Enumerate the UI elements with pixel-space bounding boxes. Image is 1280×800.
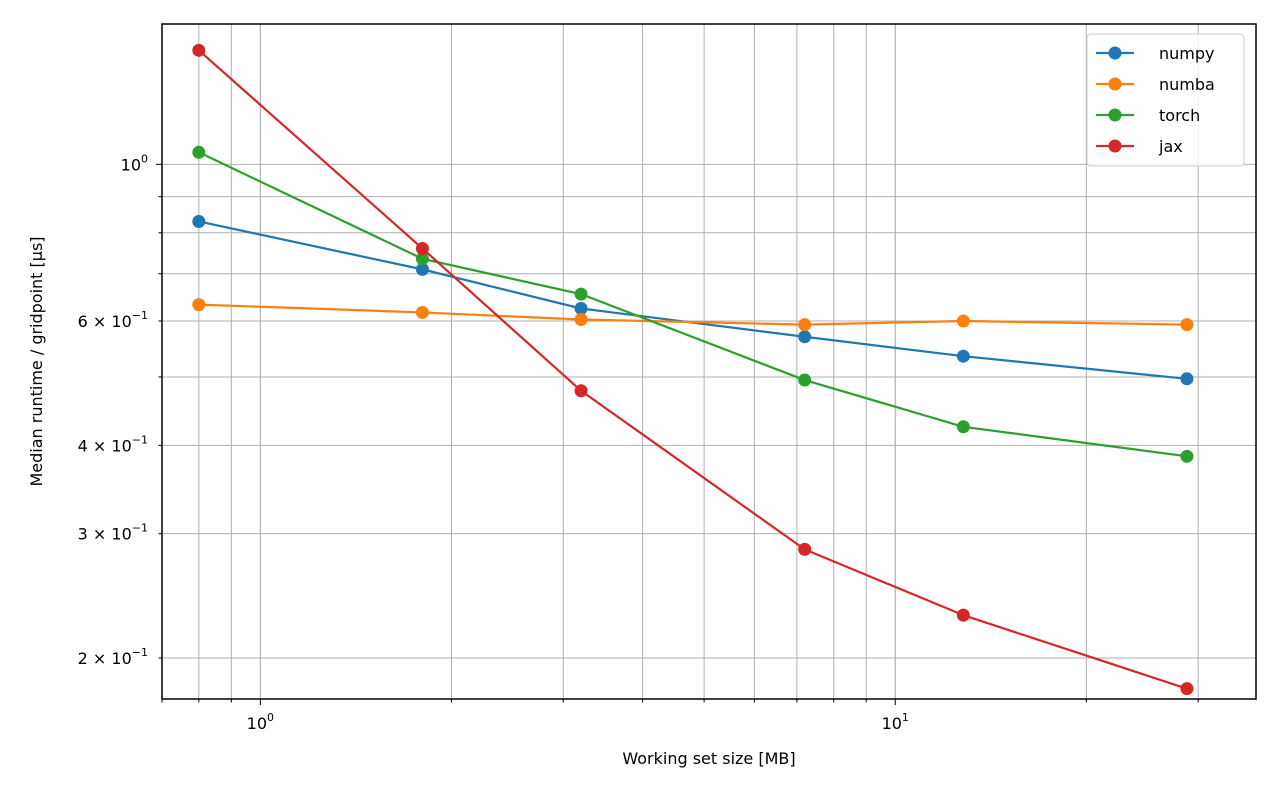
torch-point [574, 287, 588, 301]
series-lines [192, 43, 1194, 696]
numba-point [192, 298, 206, 312]
y-tick-label: 4 × 10−1 [78, 433, 148, 455]
torch-point [415, 252, 429, 266]
y-axis-label: Median runtime / gridpoint [µs] [27, 236, 46, 486]
jax-point [574, 384, 588, 398]
y-tick-label: 3 × 10−1 [78, 522, 148, 544]
jax-point [415, 242, 429, 256]
legend-marker [1108, 108, 1122, 122]
x-tick-label: 100 [247, 711, 274, 733]
y-tick-label: 100 [121, 152, 148, 174]
numpy-point [1180, 372, 1194, 386]
legend: numpy numba torch jax [1086, 33, 1245, 167]
numba-point [415, 305, 429, 319]
legend-item-torch: torch [1096, 106, 1200, 125]
legend-item-numpy: numpy [1096, 44, 1215, 63]
legend-item-jax: jax [1096, 137, 1183, 156]
y-tick-label: 6 × 10−1 [78, 309, 148, 331]
jax-point [1180, 682, 1194, 696]
numba-line [198, 303, 1187, 326]
series-jax [192, 43, 1194, 696]
legend-label: numpy [1159, 44, 1215, 63]
torch-point [1180, 449, 1194, 463]
numba-point [798, 318, 812, 332]
x-axis-label: Working set size [MB] [622, 749, 795, 768]
y-tick-label: 2 × 10−1 [78, 646, 148, 668]
numpy-point [574, 302, 588, 316]
axis-ticks: 100 101 100 6 × 10−1 4 × 10−1 3 × 10−1 2 × 10−… [78, 152, 1199, 733]
numba-point [1180, 318, 1194, 332]
numpy-point [192, 214, 206, 228]
grid [161, 24, 1256, 699]
numpy-point [415, 262, 429, 276]
legend-marker [1108, 46, 1122, 60]
numpy-point [798, 330, 812, 344]
plot-frame [161, 23, 1257, 700]
numba-point [956, 314, 970, 328]
torch-point [956, 420, 970, 434]
series-numba [192, 298, 1194, 332]
legend-label: jax [1158, 137, 1183, 156]
x-tick-label: 101 [882, 711, 909, 733]
legend-label: numba [1159, 75, 1215, 94]
torch-point [192, 145, 206, 159]
jax-point [956, 608, 970, 622]
jax-line [198, 49, 1188, 690]
torch-point [798, 373, 812, 387]
legend-marker [1108, 77, 1122, 91]
numba-point [574, 312, 588, 326]
legend-item-numba: numba [1096, 75, 1215, 94]
numpy-point [956, 349, 970, 363]
torch-line [198, 151, 1188, 458]
legend-marker [1108, 139, 1122, 153]
jax-point [798, 542, 812, 556]
series-torch [192, 145, 1194, 463]
legend-label: torch [1159, 106, 1200, 125]
legend-box [1086, 33, 1245, 167]
jax-point [192, 43, 206, 57]
